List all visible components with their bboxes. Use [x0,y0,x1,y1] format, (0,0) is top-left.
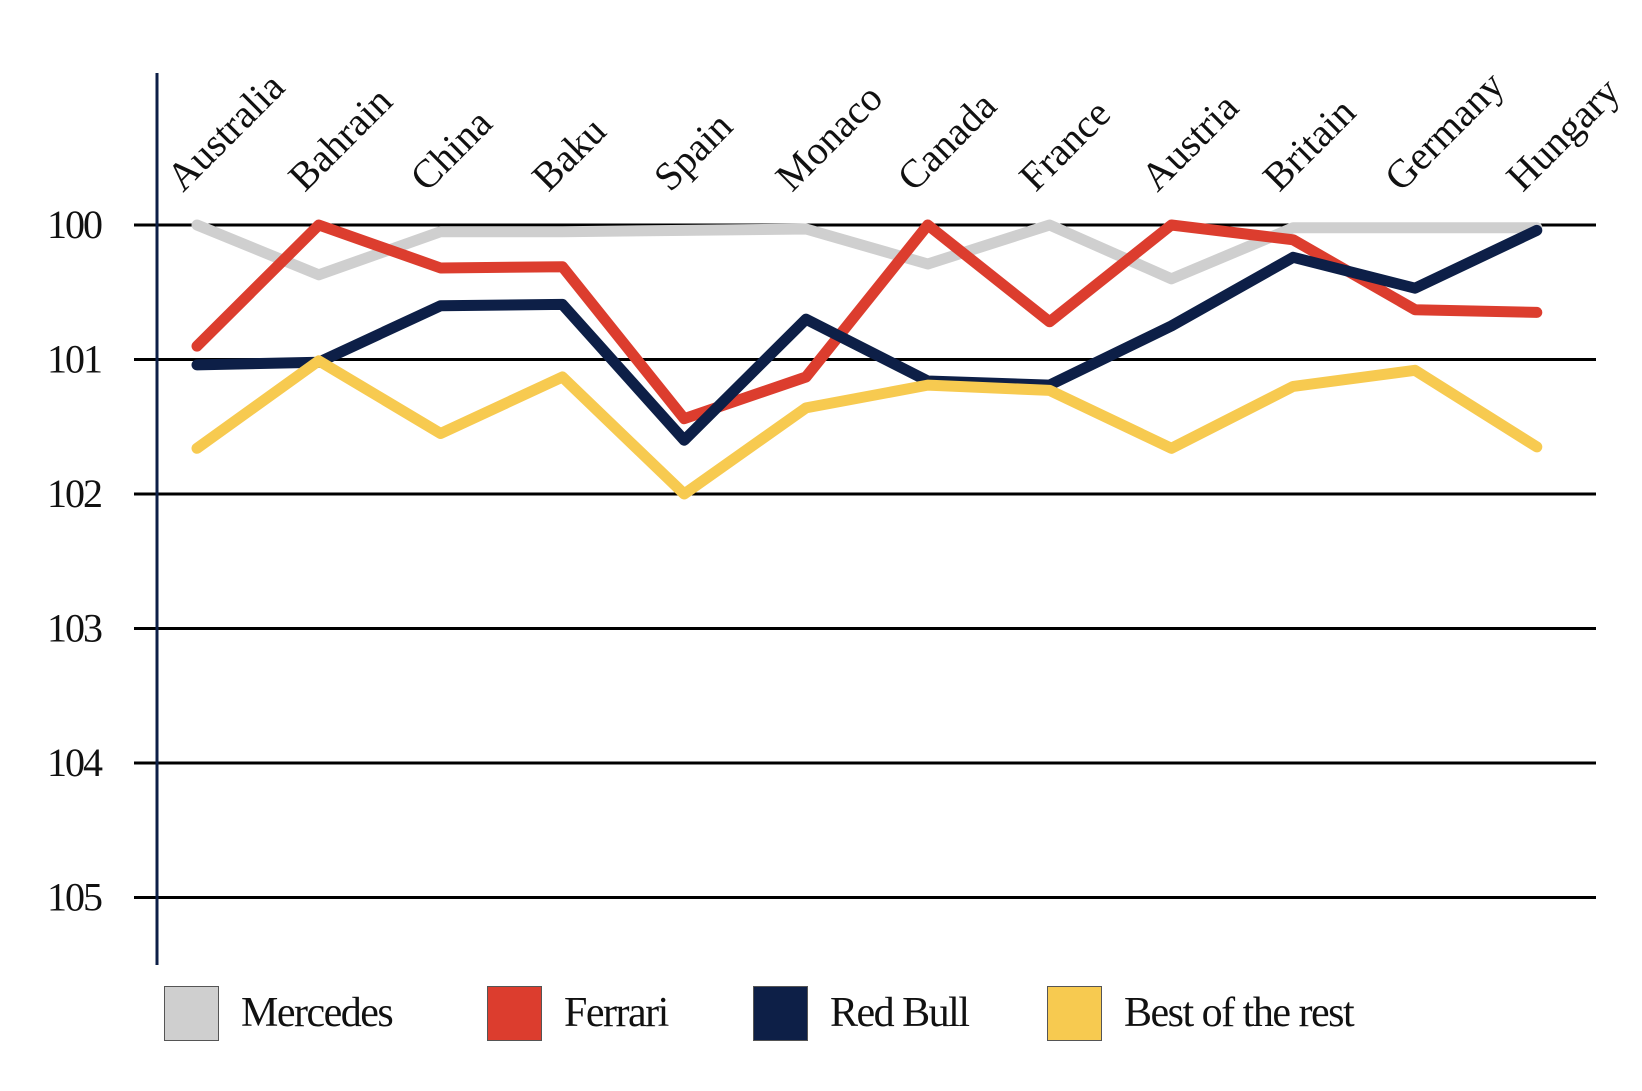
legend-label-red-bull: Red Bull [830,990,970,1036]
legend-item-red-bull[interactable]: Red Bull [753,984,970,1042]
y-tick-label: 102 [47,471,101,516]
x-category-label: Canada [888,83,1005,200]
legend-label-best-of-the-rest: Best of the rest [1124,990,1355,1036]
x-category-label: Hungary [1497,69,1628,200]
x-category-label: Baku [523,108,615,200]
y-axis-tick-labels: 100 101 102 103 104 105 [47,202,105,920]
legend-label-mercedes: Mercedes [241,990,394,1036]
legend-item-best-of-the-rest[interactable]: Best of the rest [1047,984,1355,1042]
y-tick-label: 104 [47,740,103,785]
x-category-label: Austria [1132,84,1247,199]
legend-swatch-mercedes [164,985,219,1041]
series-line-red-bull [191,224,1543,446]
y-tick-label: 103 [47,606,102,651]
x-category-label: Britain [1254,89,1364,199]
y-tick-label: 100 [47,202,102,247]
series-line-best-of-the-rest [191,355,1543,500]
legend-item-mercedes[interactable]: Mercedes [164,984,394,1042]
x-category-label: Monaco [767,75,892,200]
y-tick-label: 101 [47,337,101,382]
legend-swatch-red-bull [753,985,808,1041]
x-category-label: France [1010,91,1119,200]
series-line-ferrari [191,219,1543,425]
legend-swatch-best-of-the-rest [1047,985,1102,1041]
legend-swatch-ferrari [487,985,542,1041]
legend-item-ferrari[interactable]: Ferrari [487,984,669,1042]
gridlines [134,223,1596,899]
x-category-label: Bahrain [279,78,400,199]
legend: Mercedes Ferrari Red Bull Best of the re… [0,984,1642,1044]
x-category-label: Spain [645,103,741,199]
legend-label-ferrari: Ferrari [564,990,669,1036]
y-tick-label: 105 [47,875,102,920]
x-category-label: Germany [1376,62,1513,199]
x-category-label: China [401,100,501,200]
series-line-mercedes [191,219,1543,285]
series-lines [191,219,1543,500]
x-category-label: Australia [158,64,294,200]
